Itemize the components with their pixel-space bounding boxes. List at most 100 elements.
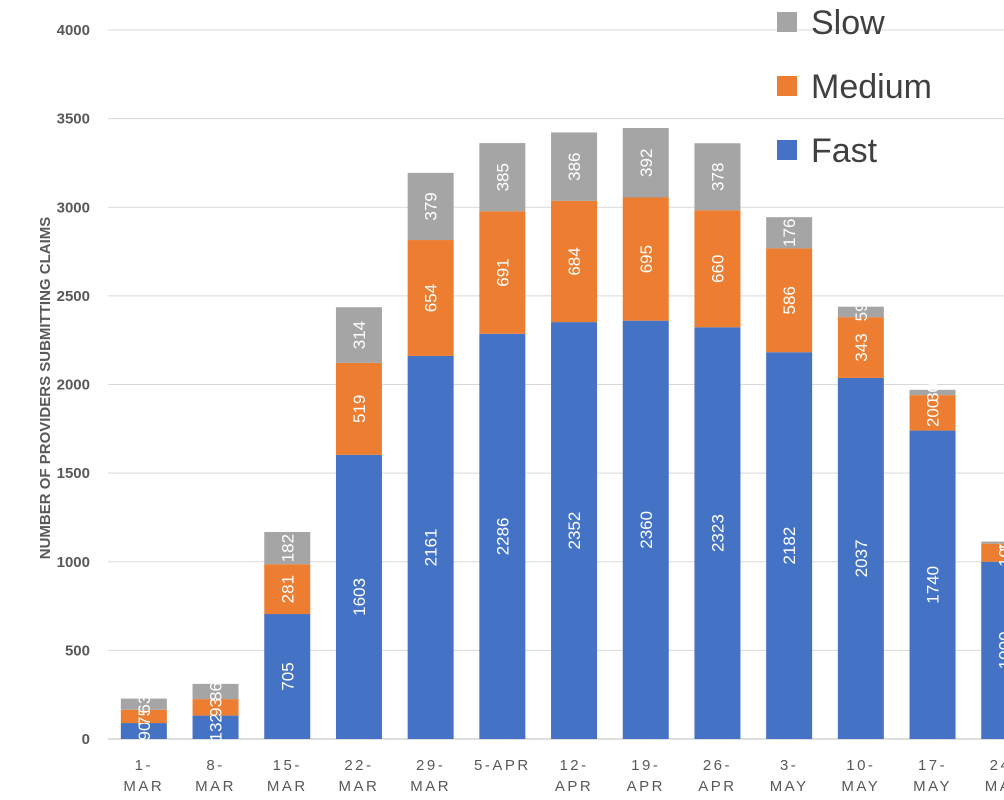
bar-segment-slow [335,307,382,363]
y-axis-label: NUMBER OF PROVIDERS SUBMITTING CLAIMS [37,217,54,560]
x-tick-label: 26-APR [698,757,736,795]
x-tick-label: 24-MAY [985,757,1004,795]
bar-segment-medium [407,240,454,356]
data-label: 654 [422,284,441,312]
data-label: 684 [565,247,584,275]
data-label: 176 [780,219,799,247]
bar-segment-medium [981,543,1004,562]
legend-swatch-medium [777,76,797,96]
bar-segment-medium [264,564,311,615]
data-label: 1740 [924,566,943,604]
data-label: 102 [995,539,1004,567]
y-axis-ticks: 0 500 1000 1500 2000 2500 3000 3500 4000 [57,22,90,748]
x-tick-label: 10-MAY [841,757,880,795]
y-tick-label: 1000 [57,554,90,571]
bar-segment-slow [837,306,884,318]
data-label: 2037 [852,540,871,578]
bar-segment-medium [909,395,956,431]
data-label: 2286 [493,517,512,555]
x-tick-label: 15-MAR [267,757,308,795]
data-label: 63 [135,695,154,714]
data-label: 200 [924,399,943,427]
bar-segment-slow [622,128,669,198]
bar-segment-medium [837,317,884,378]
x-tick-label: 22-MAR [339,757,380,795]
bar-segment-slow [694,143,741,211]
data-label: 378 [708,163,727,191]
y-tick-label: 2000 [57,377,90,394]
y-tick-label: 1500 [57,465,90,482]
x-tick-label: 1-MAR [123,757,164,795]
data-label: 1000 [995,631,1004,669]
bar-segment-fast [837,377,884,739]
y-tick-label: 2500 [57,288,90,305]
bar-segment-fast [766,352,813,739]
data-label: 2352 [565,512,584,550]
bar-segment-fast [694,327,741,739]
data-label: 2161 [422,529,441,567]
x-tick-label: 3-MAY [770,757,809,795]
legend-label-medium: Medium [811,68,932,106]
data-label: 93 [207,698,226,717]
data-label: 314 [350,321,369,349]
bar-segment-slow [766,217,813,249]
bar-segment-fast [622,320,669,739]
legend: Slow Medium Fast [777,4,932,170]
bar-segment-fast [264,614,311,739]
data-label: 691 [493,258,512,286]
x-axis-ticks: 1-MAR 8-MAR 15-MAR 22-MAR 29-MAR 5-APR 12-APR 1… [123,757,1004,795]
x-tick-label: 29-MAR [410,757,451,795]
bar-segment-medium [694,210,741,328]
data-label: 132 [207,713,226,741]
y-tick-label: 3500 [57,111,90,128]
bar-segment-slow [120,698,167,710]
x-tick-label: 5-APR [474,757,531,774]
bar-segment-slow [981,541,1004,544]
bar-segment-slow [551,132,598,201]
bar-segment-medium [479,211,526,334]
bar-segment-medium [551,200,598,323]
legend-label-slow: Slow [811,4,885,42]
data-label: 379 [422,192,441,220]
data-label: 519 [350,395,369,423]
data-label: 385 [493,163,512,191]
bar-segment-medium [192,699,239,716]
data-label: 343 [852,333,871,361]
data-label: 2360 [637,511,656,549]
bar-segment-medium [120,709,167,724]
x-tick-label: 17-MAY [913,757,952,795]
data-label: 386 [565,152,584,180]
data-label: 12 [995,533,1004,552]
x-tick-label: 8-MAR [195,757,236,795]
data-label: 182 [278,534,297,562]
data-label: 586 [780,286,799,314]
y-tick-label: 500 [65,642,90,659]
bar-segment-slow [264,531,311,565]
data-label: 392 [637,149,656,177]
bar-segment-fast [551,322,598,739]
bar-segment-medium [766,248,813,353]
data-label: 1603 [350,578,369,616]
bar-segment-fast [335,454,382,739]
data-label: 695 [637,245,656,273]
legend-swatch-fast [777,140,797,160]
data-label: 86 [207,682,226,701]
legend-label-fast: Fast [811,132,878,170]
data-label: 281 [278,575,297,603]
x-tick-label: 12-APR [555,757,593,795]
data-label: 30 [924,383,943,402]
bar-segment-slow [479,143,526,212]
data-label: 2182 [780,527,799,565]
data-label: 75 [135,707,154,726]
data-label: 705 [278,662,297,690]
bar-segment-fast [192,715,239,739]
bar-segment-medium [335,362,382,455]
data-label: 2323 [708,514,727,552]
legend-swatch-slow [777,12,797,32]
bar-segment-slow [192,683,239,700]
x-tick-label: 19-APR [627,757,665,795]
data-label: 59 [852,302,871,321]
y-tick-label: 0 [82,731,90,748]
